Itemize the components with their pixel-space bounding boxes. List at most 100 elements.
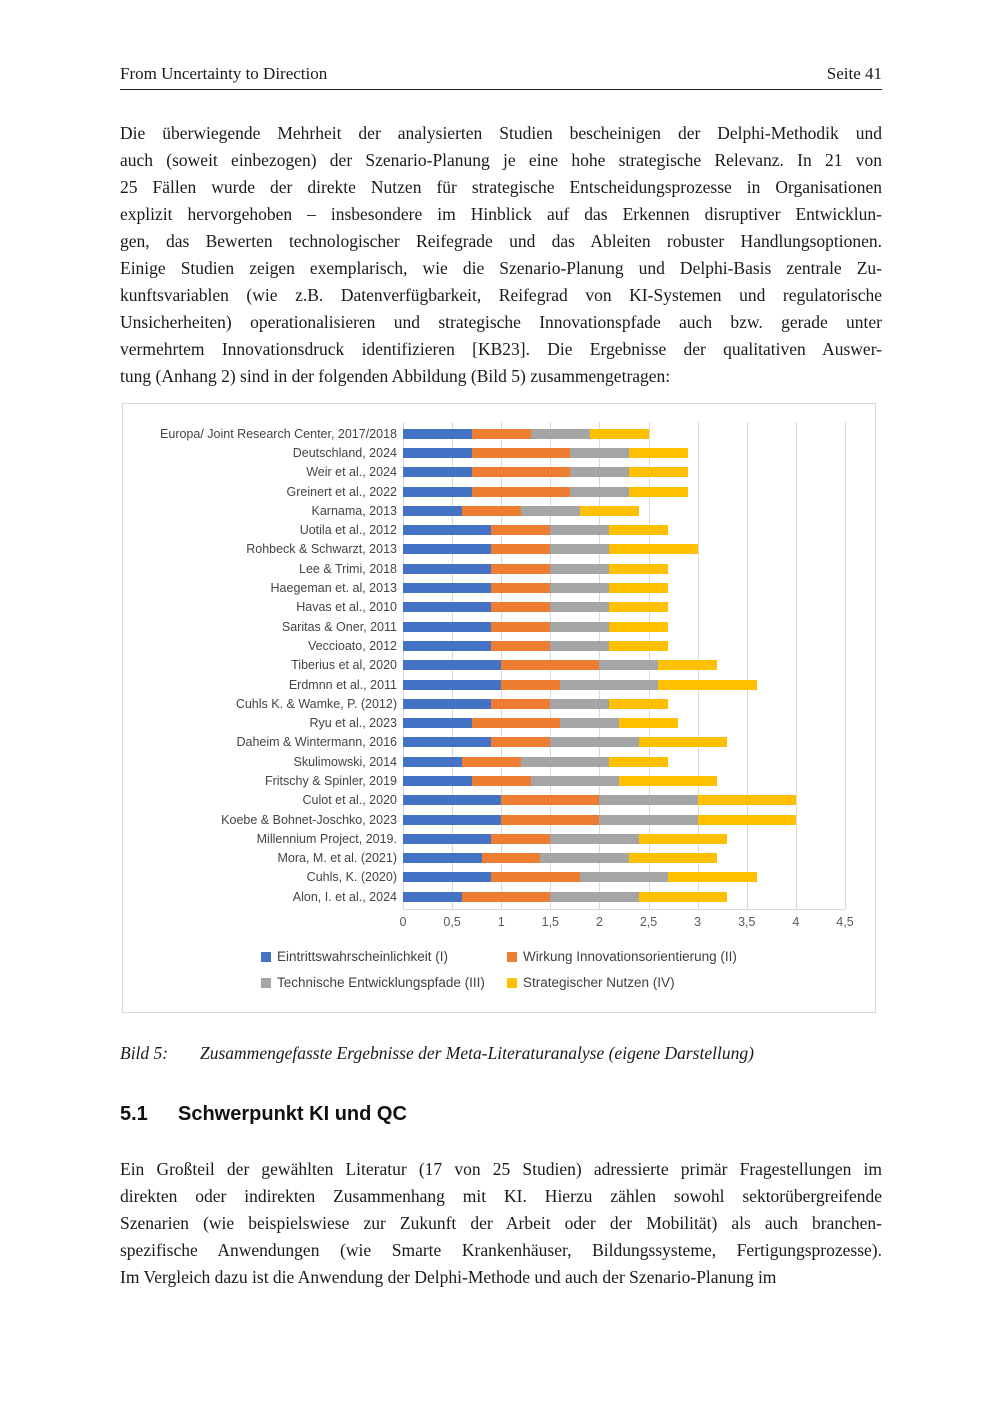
bar-segment-series-4 bbox=[609, 640, 669, 651]
bar-segment-series-3 bbox=[520, 505, 580, 516]
category-label: Uotila et al., 2012 bbox=[299, 523, 397, 538]
bar-track bbox=[403, 505, 639, 516]
bar-segment-series-1 bbox=[403, 756, 462, 767]
bar-segment-series-2 bbox=[491, 544, 551, 555]
legend-item: Wirkung Innovationsorientierung (II) bbox=[507, 949, 737, 964]
bar-segment-series-2 bbox=[471, 428, 531, 439]
bar-segment-series-2 bbox=[471, 775, 531, 786]
bar-track bbox=[403, 525, 669, 536]
chart-row: Millennium Project, 2019. bbox=[123, 829, 875, 848]
chart-row: Ryu et al., 2023 bbox=[123, 713, 875, 732]
text-line: gen, das Bewerten technologischer Reifeg… bbox=[120, 231, 882, 251]
bar-segment-series-1 bbox=[403, 505, 462, 516]
bar-segment-series-2 bbox=[461, 891, 551, 902]
chart-row: Saritas & Oner, 2011 bbox=[123, 617, 875, 636]
bar-segment-series-2 bbox=[461, 505, 521, 516]
chart-row: Fritschy & Spinler, 2019 bbox=[123, 771, 875, 790]
bar-segment-series-1 bbox=[403, 795, 502, 806]
bar-segment-series-2 bbox=[501, 795, 600, 806]
bar-segment-series-4 bbox=[697, 795, 796, 806]
text-line: Einige Studien zeigen exemplarisch, wie … bbox=[120, 258, 882, 278]
bar-segment-series-3 bbox=[550, 640, 610, 651]
bar-segment-series-2 bbox=[501, 679, 561, 690]
bar-segment-series-2 bbox=[491, 640, 551, 651]
category-label: Alon, I. et al., 2024 bbox=[292, 889, 397, 904]
text-line: Szenarien (wie beispielswiese zur Zukunf… bbox=[120, 1213, 882, 1233]
text-line: Ein Großteil der gewählten Literatur (17… bbox=[120, 1159, 882, 1179]
body-paragraph-1: Die überwiegende Mehrheit der analysiert… bbox=[120, 120, 882, 390]
bar-segment-series-2 bbox=[471, 467, 570, 478]
running-title: From Uncertainty to Direction bbox=[120, 64, 328, 83]
chart-row: Erdmnn et al., 2011 bbox=[123, 675, 875, 694]
bar-segment-series-1 bbox=[403, 698, 492, 709]
bar-segment-series-3 bbox=[550, 583, 610, 594]
bar-segment-series-3 bbox=[550, 891, 639, 902]
x-tick-label: 4,5 bbox=[836, 915, 854, 929]
bar-track bbox=[403, 698, 669, 709]
bar-track bbox=[403, 467, 688, 478]
chart-row: Havas et al., 2010 bbox=[123, 598, 875, 617]
chart-row: Koebe & Bohnet-Joschko, 2023 bbox=[123, 810, 875, 829]
bar-track bbox=[403, 679, 757, 690]
bar-track bbox=[403, 718, 678, 729]
text-line: tung (Anhang 2) sind in der folgenden Ab… bbox=[120, 366, 671, 386]
bar-segment-series-1 bbox=[403, 486, 472, 497]
bar-segment-series-3 bbox=[520, 756, 610, 767]
bar-segment-series-1 bbox=[403, 775, 472, 786]
bar-segment-series-2 bbox=[471, 447, 570, 458]
text-line: direkten oder indirekten Zusammenhang mi… bbox=[120, 1186, 882, 1206]
bar-segment-series-1 bbox=[403, 853, 482, 864]
gridline bbox=[845, 422, 846, 909]
bar-segment-series-3 bbox=[550, 525, 610, 536]
bar-segment-series-2 bbox=[461, 756, 521, 767]
legend-color-swatch bbox=[507, 951, 517, 962]
category-label: Europa/ Joint Research Center, 2017/2018 bbox=[160, 426, 397, 441]
chart-row: Weir et al., 2024 bbox=[123, 463, 875, 482]
x-tick-label: 0 bbox=[399, 915, 407, 929]
bar-segment-series-2 bbox=[501, 814, 600, 825]
bar-segment-series-4 bbox=[658, 679, 757, 690]
bar-segment-series-3 bbox=[599, 814, 698, 825]
bar-segment-series-2 bbox=[501, 660, 600, 671]
bar-segment-series-3 bbox=[560, 679, 659, 690]
bar-segment-series-3 bbox=[569, 486, 629, 497]
chart-row: Lee & Trimi, 2018 bbox=[123, 559, 875, 578]
bar-segment-series-4 bbox=[609, 544, 698, 555]
bar-track bbox=[403, 621, 669, 632]
bar-segment-series-4 bbox=[628, 467, 688, 478]
bar-segment-series-2 bbox=[481, 853, 541, 864]
text-line: kunftsvariablen (wie z.B. Datenverfügbar… bbox=[120, 285, 882, 305]
text-line: Im Vergleich dazu ist die Anwendung der … bbox=[120, 1267, 777, 1287]
bar-track bbox=[403, 428, 649, 439]
bar-segment-series-3 bbox=[530, 428, 590, 439]
legend-color-swatch bbox=[507, 977, 517, 988]
bar-track bbox=[403, 640, 669, 651]
x-axis: 0 0,5 1 1,5 2 2,5 3 3,5 4 4,5 bbox=[399, 915, 854, 933]
bar-segment-series-1 bbox=[403, 544, 492, 555]
bar-track bbox=[403, 853, 718, 864]
chart-row: Culot et al., 2020 bbox=[123, 791, 875, 810]
legend-label: Eintrittswahrscheinlichkeit (I) bbox=[277, 949, 449, 964]
bar-segment-series-3 bbox=[599, 795, 698, 806]
chart-row: Alon, I. et al., 2024 bbox=[123, 887, 875, 906]
bar-segment-series-2 bbox=[471, 486, 570, 497]
category-label: Erdmnn et al., 2011 bbox=[288, 677, 397, 692]
bar-segment-series-1 bbox=[403, 814, 502, 825]
bar-segment-series-4 bbox=[668, 872, 757, 883]
chart-row: Deutschland, 2024 bbox=[123, 443, 875, 462]
category-label: Tiberius et al, 2020 bbox=[291, 658, 397, 673]
bar-segment-series-1 bbox=[403, 660, 502, 671]
chart-legend: Eintrittswahrscheinlichkeit (I) Wirkung I… bbox=[261, 949, 737, 990]
bar-segment-series-4 bbox=[609, 621, 669, 632]
section-title: Schwerpunkt KI und QC bbox=[178, 1103, 407, 1125]
bar-segment-series-3 bbox=[550, 833, 639, 844]
category-label: Cuhls K. & Wamke, P. (2012) bbox=[235, 696, 397, 711]
bar-segment-series-1 bbox=[403, 718, 472, 729]
gridline bbox=[746, 422, 748, 909]
bar-segment-series-1 bbox=[403, 679, 502, 690]
bar-segment-series-1 bbox=[403, 447, 472, 458]
legend-item: Technische Entwicklungspfade (III) bbox=[261, 975, 507, 990]
legend-item: Strategischer Nutzen (IV) bbox=[507, 975, 737, 990]
bar-segment-series-3 bbox=[569, 467, 629, 478]
category-label: Weir et al., 2024 bbox=[306, 465, 397, 480]
